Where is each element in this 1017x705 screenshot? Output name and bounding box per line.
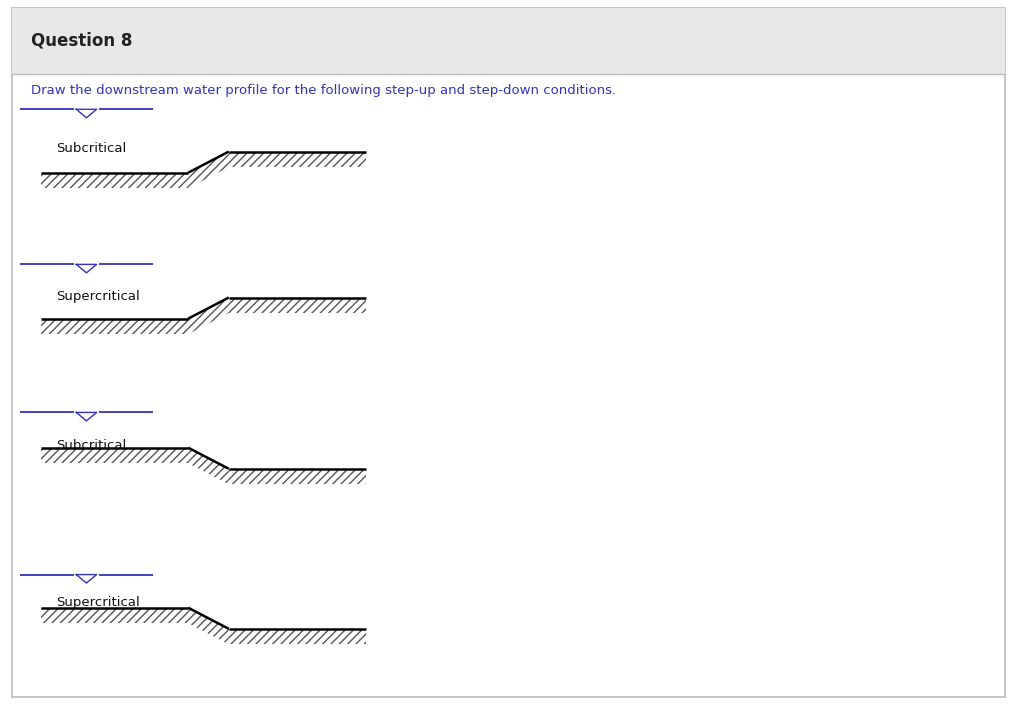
Polygon shape <box>41 319 188 334</box>
Polygon shape <box>229 152 366 167</box>
Polygon shape <box>41 173 188 188</box>
Polygon shape <box>41 448 188 463</box>
Text: Question 8: Question 8 <box>31 32 132 50</box>
Text: Supercritical: Supercritical <box>56 290 139 302</box>
Polygon shape <box>188 152 229 188</box>
FancyBboxPatch shape <box>12 8 1005 697</box>
Polygon shape <box>229 298 366 313</box>
Polygon shape <box>229 629 366 644</box>
Text: Subcritical: Subcritical <box>56 439 126 452</box>
Text: Subcritical: Subcritical <box>56 142 126 154</box>
Text: Draw the downstream water profile for the following step-up and step-down condit: Draw the downstream water profile for th… <box>31 84 615 97</box>
Text: Supercritical: Supercritical <box>56 596 139 609</box>
Polygon shape <box>188 298 229 334</box>
FancyBboxPatch shape <box>12 8 1005 74</box>
Polygon shape <box>188 448 229 484</box>
Polygon shape <box>41 608 188 623</box>
Polygon shape <box>229 469 366 484</box>
Polygon shape <box>188 608 229 644</box>
